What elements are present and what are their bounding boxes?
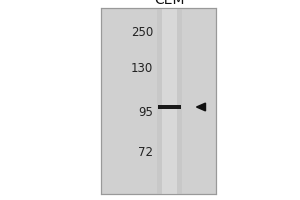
- Text: 95: 95: [138, 106, 153, 119]
- Text: 250: 250: [131, 26, 153, 40]
- Text: 130: 130: [131, 62, 153, 75]
- Text: 72: 72: [138, 146, 153, 160]
- Text: CEM: CEM: [154, 0, 185, 7]
